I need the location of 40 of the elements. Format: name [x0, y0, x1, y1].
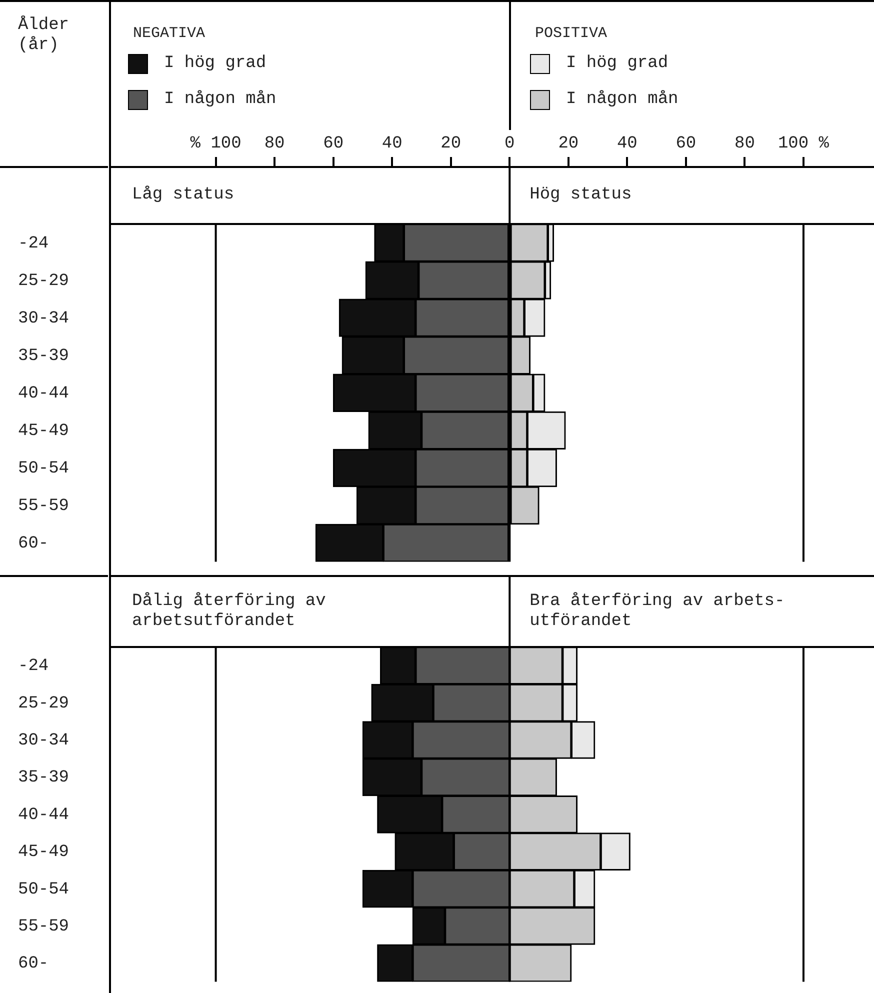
- chart-subtitle: Hög status: [530, 186, 632, 204]
- chart-title: Dålig återföring av arbetsutförandet: [132, 592, 326, 631]
- y-tick-label: 30-34: [18, 309, 70, 328]
- y-tick-label: -24: [18, 234, 49, 254]
- legend-label: I någon mån: [164, 90, 276, 110]
- y-tick-label: 25-29: [18, 694, 70, 714]
- x-tick-label: % 100: [190, 134, 242, 154]
- legend-label: I hög grad: [566, 54, 668, 74]
- y-tick-label: 35-39: [18, 346, 70, 366]
- x-tick-label: 40: [382, 134, 402, 154]
- y-tick-label: 60-: [18, 534, 49, 554]
- y-tick-label: 55-59: [18, 497, 70, 516]
- y-tick-label: 40-44: [18, 384, 70, 404]
- x-tick-label: 80: [734, 134, 755, 154]
- y-tick-label: 60-: [18, 954, 49, 974]
- legend-label: I någon mån: [566, 90, 678, 110]
- chart-title: Låg status: [132, 186, 234, 204]
- x-tick-label: 80: [264, 134, 285, 154]
- text: Ålder (år): [18, 15, 70, 55]
- y-tick-label: 35-39: [18, 768, 70, 788]
- y-tick-label: -24: [18, 657, 49, 676]
- y-tick-label: 50-54: [18, 880, 70, 900]
- y-tick-label: 45-49: [18, 843, 70, 862]
- chart-subtitle: Bra återföring av arbets- utförandet: [530, 592, 785, 631]
- x-tick-label: 20: [440, 134, 462, 154]
- text: POSITIVA: [535, 24, 608, 44]
- y-tick-label: 40-44: [18, 806, 70, 825]
- y-tick-label: 55-59: [18, 918, 70, 936]
- x-tick-label: 60: [676, 134, 696, 154]
- x-tick-label: 60: [323, 134, 344, 154]
- x-tick-label: 20: [558, 134, 579, 154]
- text: NEGATIVA: [133, 24, 206, 44]
- y-tick-label: 45-49: [18, 422, 70, 441]
- y-tick-label: 30-34: [18, 732, 70, 750]
- legend-label: I hög grad: [164, 54, 266, 74]
- x-tick-label: 100 %: [778, 134, 830, 154]
- x-tick-label: 40: [616, 134, 638, 154]
- y-tick-label: 25-29: [18, 272, 70, 291]
- x-tick-label: 0: [504, 134, 515, 154]
- y-tick-label: 50-54: [18, 459, 70, 478]
